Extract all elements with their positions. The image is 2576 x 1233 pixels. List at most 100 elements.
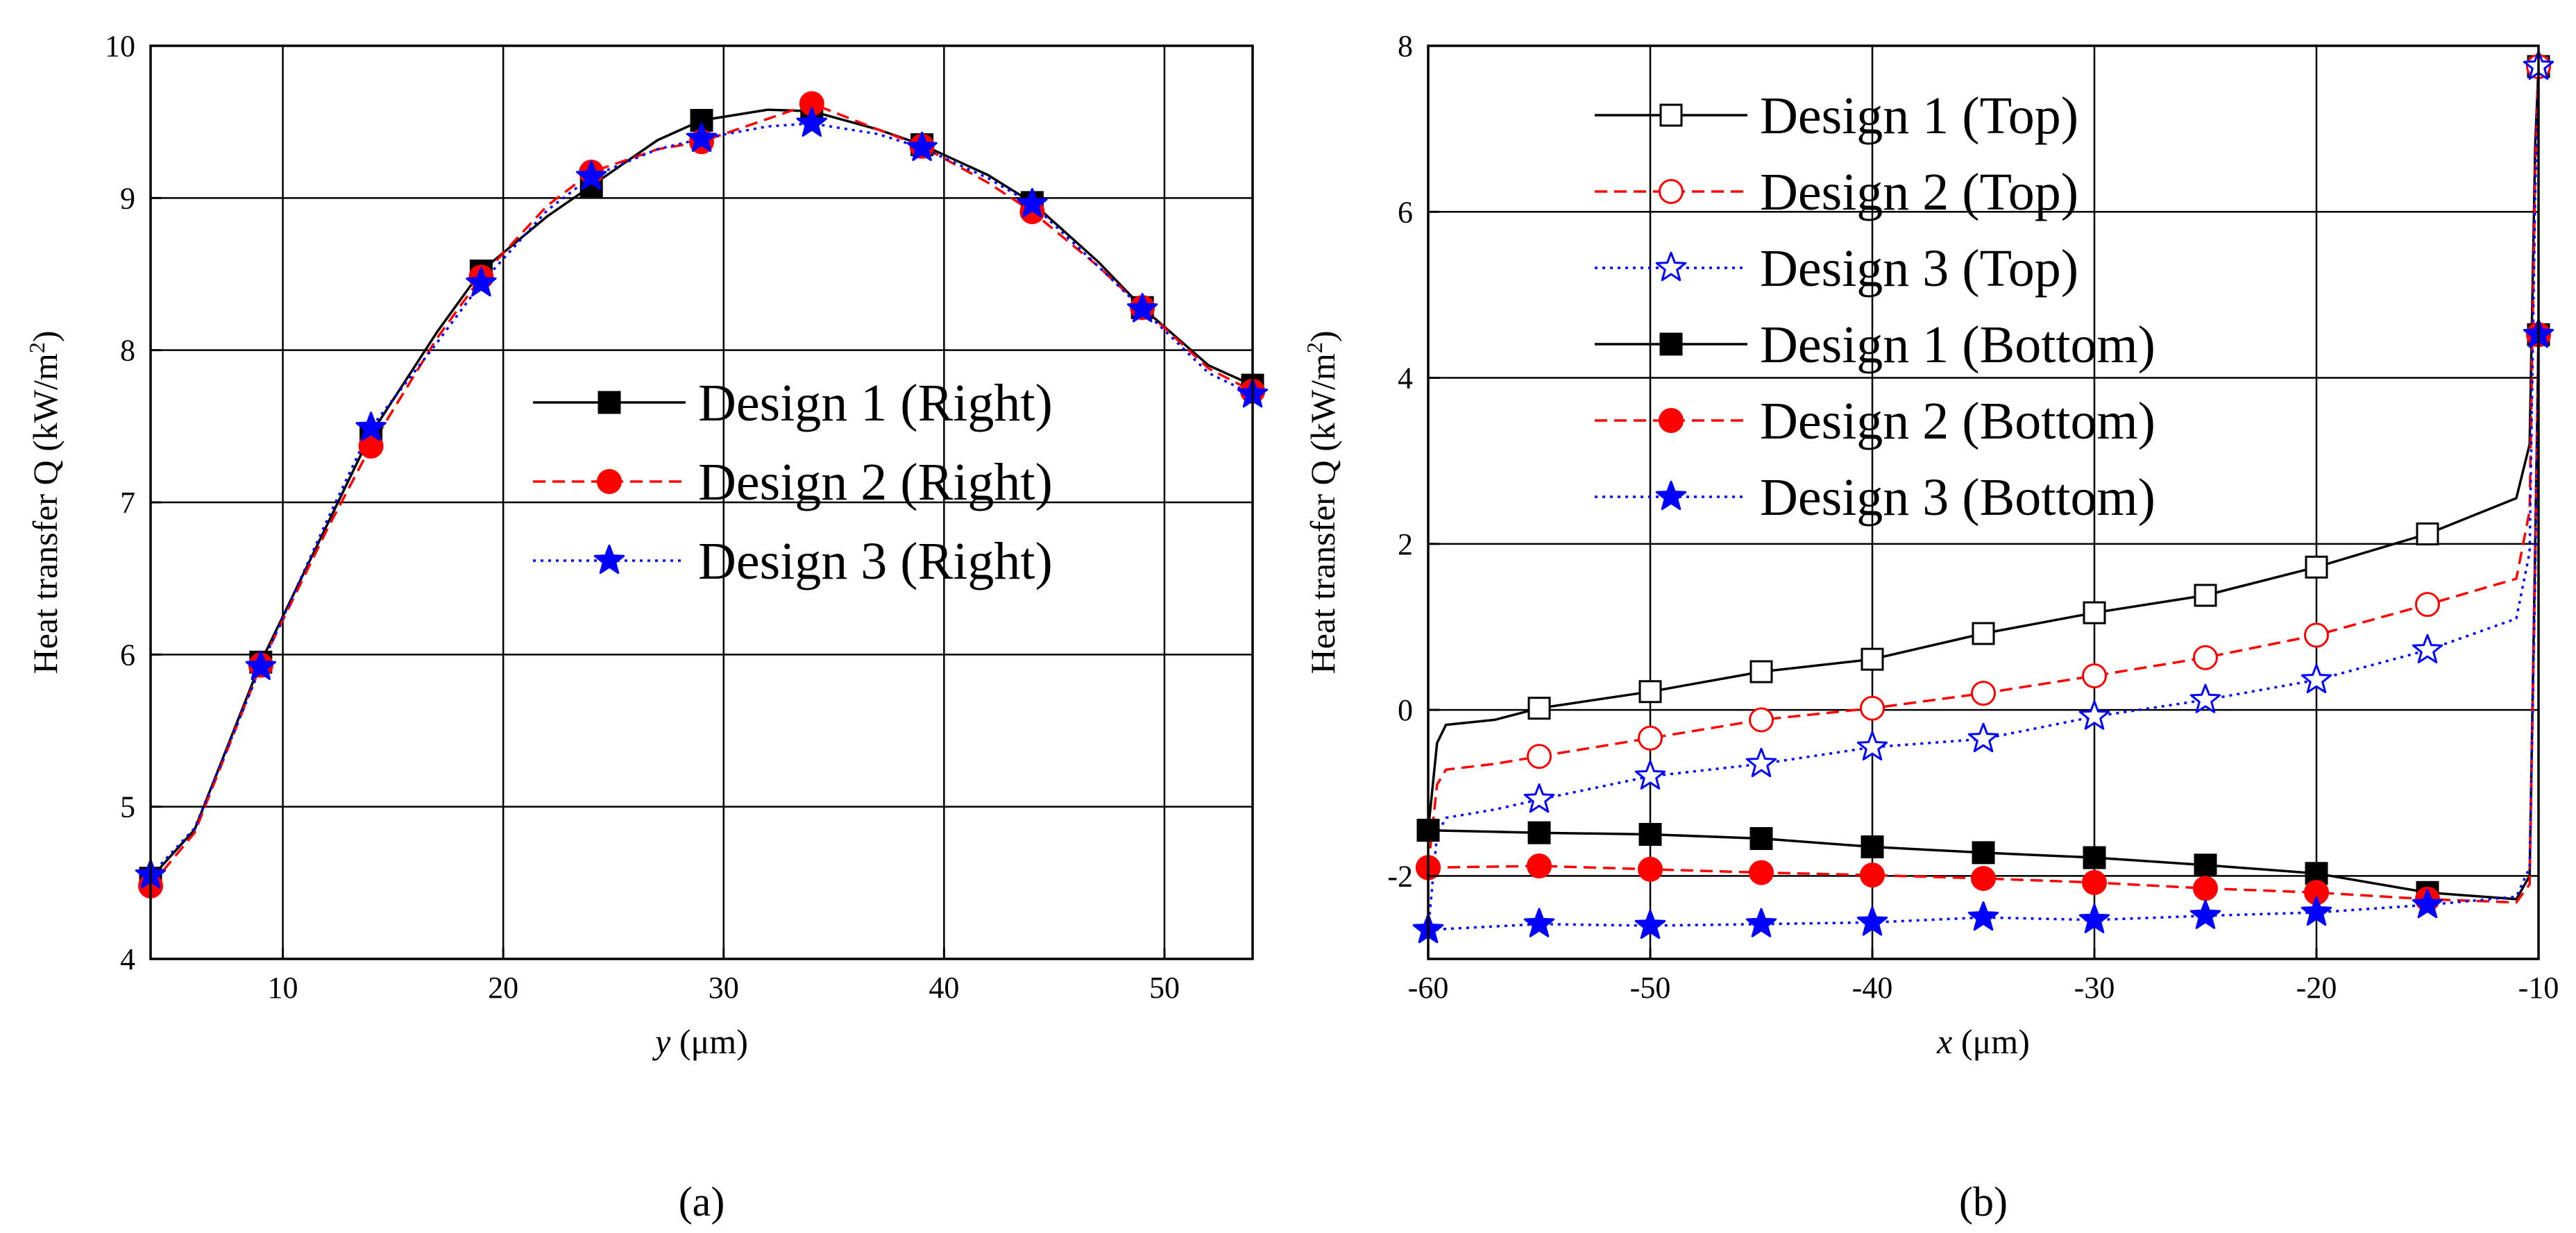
y-tick-label: 7 (120, 486, 135, 520)
x-tick-label: 10 (268, 971, 298, 1005)
data-point (1749, 827, 1773, 851)
data-point (1971, 865, 1996, 891)
data-point (796, 107, 827, 137)
data-point (355, 411, 387, 441)
x-tick-label: -60 (1408, 971, 1449, 1005)
series-line-b-6 (1427, 334, 2540, 931)
x-tick-label: 20 (488, 971, 518, 1005)
data-point (2415, 592, 2440, 618)
data-point (245, 650, 276, 680)
data-point (2083, 601, 2106, 624)
data-point (1745, 747, 1777, 777)
data-point (1127, 293, 1158, 323)
legend-marker (1659, 408, 1684, 433)
x-tick-label: -40 (1852, 971, 1893, 1005)
data-point (2189, 683, 2221, 713)
y-axis-title-b: Heat transfer Q (kW/m2) (1302, 331, 1342, 674)
data-point (1749, 860, 1774, 885)
data-point (906, 131, 938, 161)
legend-label: Design 3 (Top) (1760, 239, 2078, 298)
data-point (1967, 722, 1999, 753)
legend-label: Design 3 (Right) (698, 532, 1053, 590)
data-point (686, 122, 718, 152)
legend-marker (1655, 480, 1687, 511)
chart-panel-a: 10 20 30 40 50 4 5 6 7 8 9 10 y (μm) Heat transfer Q … (24, 29, 1269, 1225)
x-tick-label: 50 (1149, 971, 1180, 1005)
data-point (466, 266, 497, 297)
legend-b: Design 1 (Top) Design 2 (Top) Design 3 (To… (1595, 87, 2155, 527)
data-point (1527, 853, 1552, 879)
legend-marker (1655, 251, 1687, 282)
data-point (1860, 862, 1885, 888)
y-tick-label: -2 (1387, 859, 1413, 893)
panel-label-b: (b) (1959, 1179, 2008, 1225)
data-point (690, 108, 713, 132)
data-point (2305, 555, 2328, 579)
x-tick-label: -50 (1630, 971, 1671, 1005)
data-point (1523, 908, 1555, 937)
data-point (2304, 622, 2329, 648)
data-point (1638, 823, 1662, 847)
data-point (1017, 187, 1048, 218)
data-point (2082, 869, 2107, 895)
legend-marker (597, 469, 622, 494)
data-point (2412, 633, 2443, 663)
legend-label: Design 3 (Bottom) (1760, 468, 2155, 527)
data-point (2416, 522, 2439, 545)
data-point (1967, 901, 1999, 931)
legend-label: Design 2 (Top) (1760, 163, 2078, 221)
x-tick-label: -10 (2518, 971, 2559, 1005)
plot-frame-b (1427, 44, 2540, 960)
data-point (1527, 744, 1552, 769)
data-point (1749, 707, 1774, 733)
data-point (1527, 821, 1551, 844)
y-tick-label: 4 (1398, 362, 1413, 396)
data-point (1856, 731, 1888, 760)
legend-marker (1659, 179, 1684, 204)
x-tick-label: -30 (2074, 971, 2115, 1005)
data-point (2412, 889, 2443, 919)
legend-marker (598, 391, 621, 414)
data-point (2078, 903, 2110, 933)
data-point (2082, 663, 2107, 689)
series-line-b-5 (1427, 334, 2540, 904)
x-tick-label: -20 (2296, 971, 2337, 1005)
y-tick-label: 6 (120, 638, 135, 672)
panel-label-a: (a) (679, 1179, 725, 1225)
legend-label: Design 1 (Right) (698, 374, 1053, 432)
data-point (1527, 697, 1551, 720)
x-tick-label: 40 (929, 971, 959, 1005)
data-point (1860, 695, 1885, 721)
y-tick-label: 2 (1398, 527, 1413, 561)
data-point (1971, 681, 1996, 706)
data-point (1634, 909, 1666, 939)
y-tick-label: 4 (120, 942, 135, 976)
data-point (576, 160, 607, 190)
data-point (1638, 856, 1663, 882)
x-axis-title-b: x (μm) (1936, 1022, 2030, 1061)
data-point (1972, 622, 1995, 645)
y-axis-title-a: Heat transfer Q (kW/m2) (24, 331, 65, 674)
legend-label: Design 2 (Right) (698, 453, 1053, 511)
data-point (1856, 906, 1888, 936)
legend-label: Design 2 (Bottom) (1760, 392, 2155, 450)
y-tick-label: 9 (120, 181, 135, 215)
data-point (1638, 725, 1663, 751)
y-tick-label: 6 (1398, 195, 1413, 229)
x-axis-title-a: y (μm) (652, 1022, 748, 1061)
data-point (1972, 841, 1995, 865)
data-point (2300, 896, 2332, 926)
series-line-b-4 (1427, 334, 2540, 901)
data-point (1634, 760, 1666, 790)
y-tick-label: 0 (1398, 693, 1413, 727)
data-point (1745, 908, 1777, 937)
ticks-a: 10 20 30 40 50 4 5 6 7 8 9 10 (105, 29, 1180, 1005)
legend-label: Design 1 (Bottom) (1760, 316, 2155, 374)
grid-a (151, 46, 1253, 959)
y-tick-label: 5 (120, 790, 135, 824)
data-point (2193, 645, 2218, 670)
data-point (1749, 660, 1773, 683)
